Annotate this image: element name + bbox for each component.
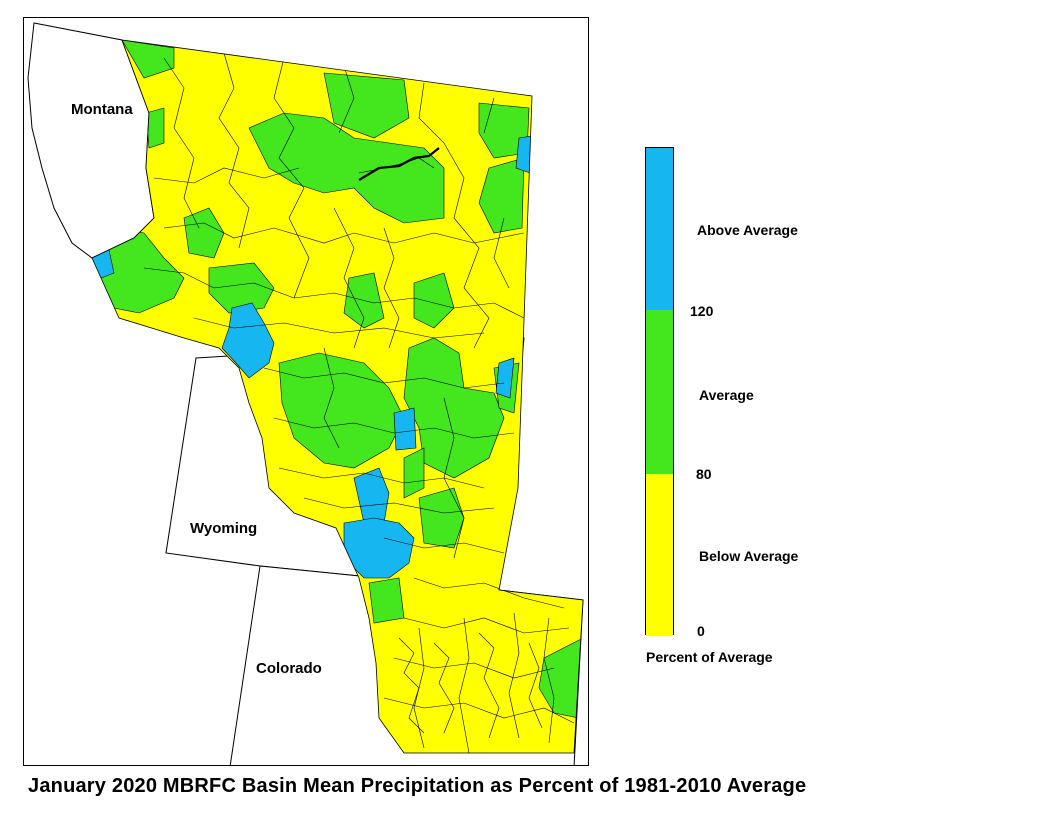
legend-tick-120: 120: [690, 303, 714, 319]
wyoming-label: Wyoming: [190, 520, 258, 537]
colorado-label: Colorado: [256, 660, 322, 677]
legend-average-swatch: [646, 310, 673, 474]
montana-label: Montana: [71, 101, 133, 118]
map-caption: January 2020 MBRFC Basin Mean Precipitat…: [28, 775, 807, 797]
legend-above-label: Above Average: [697, 222, 798, 238]
map-panel: Montana Wyoming Colorado: [23, 17, 589, 766]
legend-color-bar: [645, 147, 674, 636]
legend-below-label: Below Average: [699, 548, 799, 564]
legend-above-swatch: [646, 148, 673, 310]
legend-title: Percent of Average: [646, 649, 773, 665]
legend-below-swatch: [646, 474, 673, 636]
legend-average-label: Average: [699, 387, 754, 403]
legend-tick-80: 80: [696, 466, 712, 482]
basin-map: [27, 22, 584, 765]
legend-tick-0: 0: [697, 623, 705, 639]
